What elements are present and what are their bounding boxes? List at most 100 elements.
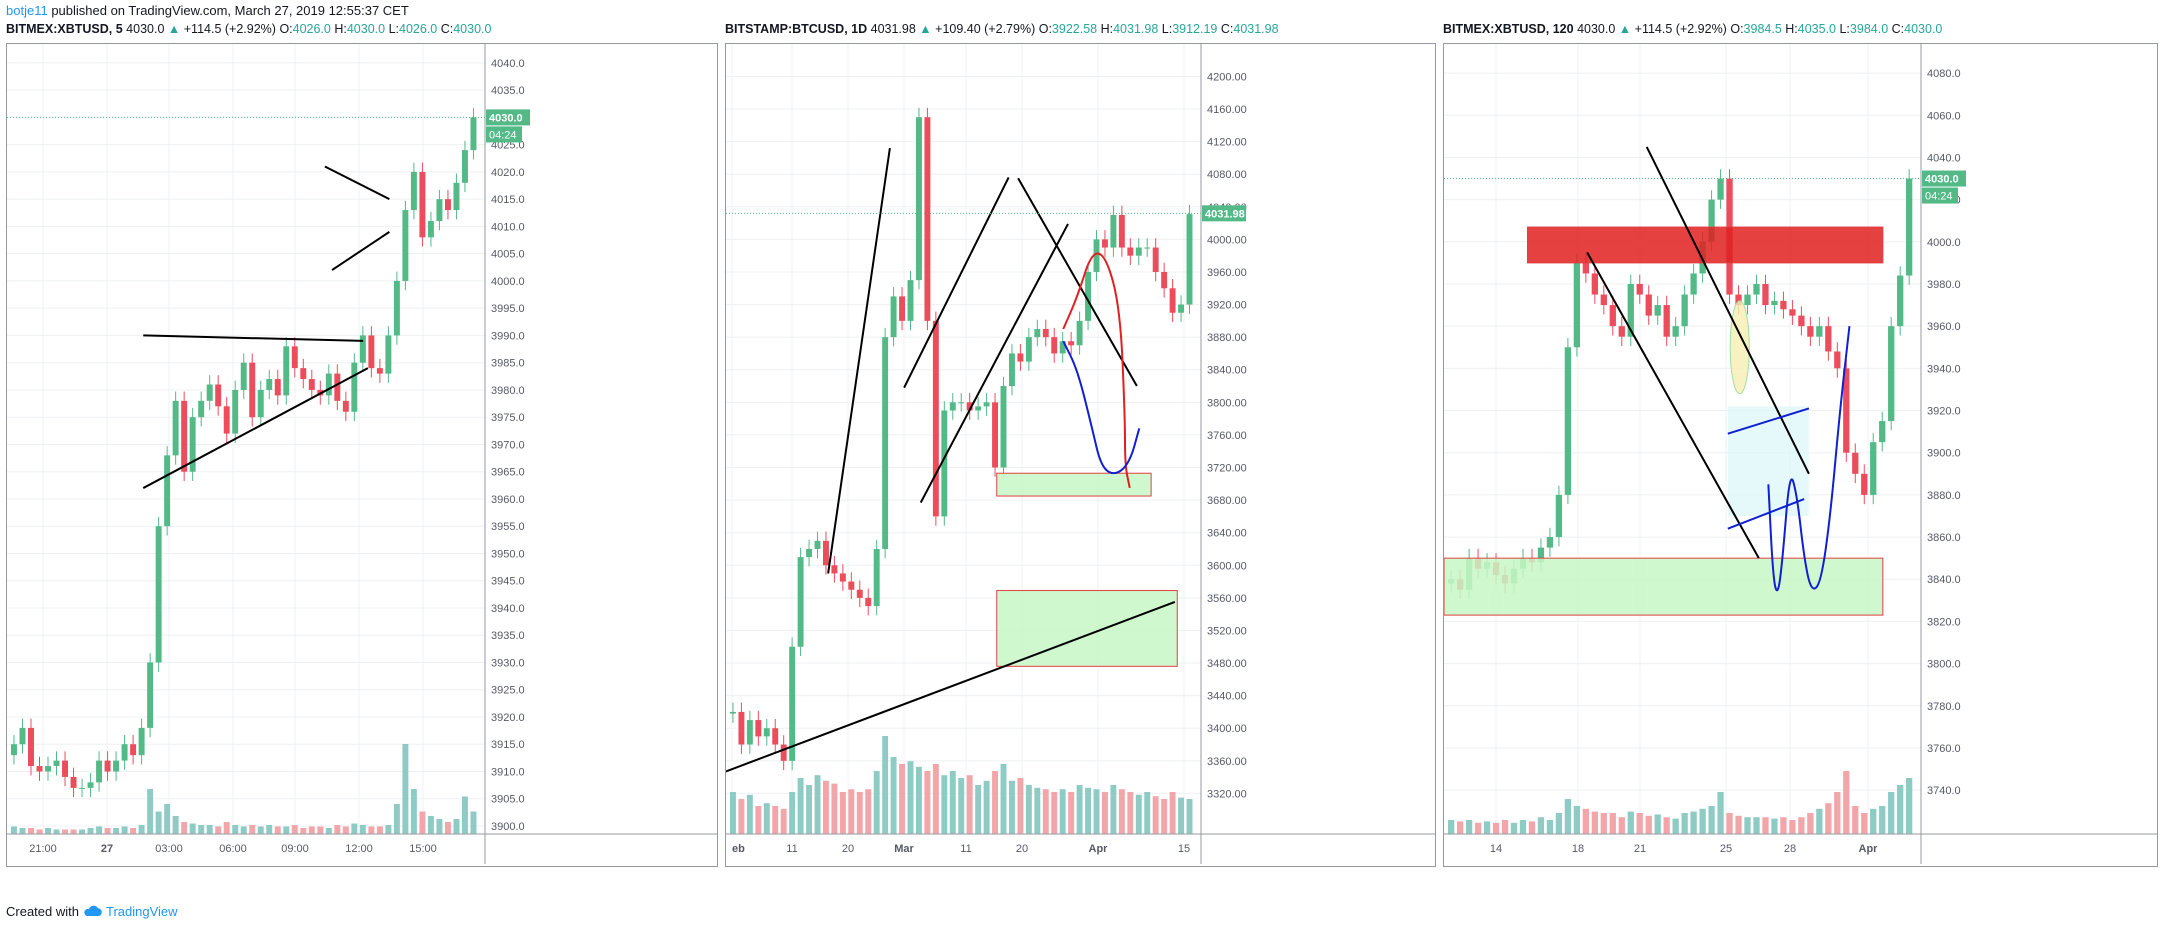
chart1-candle-body <box>96 760 103 783</box>
chart2-volume-bar <box>1009 780 1015 834</box>
chart1-price-tick: 4010.0 <box>491 221 525 233</box>
chart2-candle-body <box>1000 386 1007 468</box>
chart3-last-price-badge <box>1922 170 1966 187</box>
chart2-close: 4031.98 <box>1233 22 1279 36</box>
chart1-volume-bar <box>11 826 17 834</box>
chart3-price-tick: 3760.0 <box>1927 743 1961 755</box>
chart2-price-tick: 4160.00 <box>1207 104 1247 116</box>
chart2-price-tick: 3840.00 <box>1207 365 1247 377</box>
chart2-candle-body <box>848 581 855 590</box>
chart1-time-tick: 09:00 <box>281 843 309 855</box>
chart3-symbol: BITMEX:XBTUSD, 120 <box>1443 22 1574 36</box>
chart1-price-tick: 3950.0 <box>491 548 525 560</box>
chart2-volume-bar <box>730 792 736 834</box>
chart2-trendline-black <box>919 223 1069 504</box>
author-link[interactable]: botje11 <box>6 3 48 18</box>
chart3-candle-body <box>1663 305 1670 337</box>
chart2-volume-bar <box>806 785 813 834</box>
chart2-volume-bar <box>1135 794 1142 834</box>
chart2-volume-bar <box>1000 764 1007 834</box>
chart1-time-tick: 06:00 <box>219 843 247 855</box>
chart1-high: 4030.0 <box>346 22 386 36</box>
chart3-svg[interactable]: 4080.04060.04040.04020.04000.03980.03960… <box>1444 44 2157 866</box>
chart2-price-tick: 3480.00 <box>1207 658 1247 670</box>
chart2-zone-green <box>996 472 1152 497</box>
chart3-volume-bar <box>1888 792 1895 834</box>
chart3-candle-body <box>1672 326 1679 337</box>
chart1-volume-bar <box>198 825 205 834</box>
chart2-candle-body <box>1169 288 1176 313</box>
chart3-candle-body <box>1564 347 1572 495</box>
chart1-candle-body <box>342 400 349 412</box>
chart3-panel[interactable]: 4080.04060.04040.04020.04000.03980.03960… <box>1443 43 2158 867</box>
chart2-change: +109.40 (+2.79%) <box>935 22 1036 36</box>
chart2-candle-body <box>1152 247 1159 272</box>
chart3-candle-body <box>1546 537 1554 548</box>
chart1-candle-body <box>172 400 179 456</box>
chart1-price-tick: 3935.0 <box>491 630 525 642</box>
chart1-price-tick: 3955.0 <box>491 521 525 533</box>
chart2-volume-bar <box>772 806 779 834</box>
chart1-countdown-badge <box>486 126 522 143</box>
chart1-price-tick: 3905.0 <box>491 794 525 806</box>
chart3-price-tick: 3740.0 <box>1927 785 1961 797</box>
chart3-volume-bar <box>1798 817 1805 834</box>
chart3-volume-bar <box>1573 806 1581 834</box>
chart1-price-tick: 4025.0 <box>491 140 525 152</box>
chart2-candle-body <box>780 744 787 761</box>
chart2-volume-bar <box>890 757 897 834</box>
chart3-candle-body <box>1537 547 1545 563</box>
chart2-candle-body <box>865 597 872 607</box>
chart1-price-tick: 4000.0 <box>491 276 525 288</box>
chart3-volume-bar <box>1681 813 1688 834</box>
chart2-price: 4031.98 <box>870 22 916 36</box>
chart1-time-tick: 27 <box>101 843 113 855</box>
chart2-time-tick: Mar <box>894 843 914 855</box>
chart3-candle-body <box>1744 294 1751 306</box>
tradingview-link[interactable]: TradingView <box>106 904 178 919</box>
chart3-volume-bar <box>1735 815 1742 834</box>
chart2-volume-bar <box>1051 792 1058 834</box>
chart2-trendline-black <box>827 147 891 574</box>
chart3-price-tick: 3960.0 <box>1927 321 1961 333</box>
chart1-candle-body <box>19 727 26 745</box>
chart2-candle-body <box>789 646 796 761</box>
chart1-last-price-badge <box>486 109 530 126</box>
chart1-close: 4030.0 <box>453 22 492 36</box>
chart1-price-tick: 3940.0 <box>491 603 525 615</box>
chart1-volume-bar <box>427 816 434 834</box>
chart1-candle-body <box>104 760 111 772</box>
chart3-price-tick: 3840.0 <box>1927 574 1961 586</box>
chart3-candle-body <box>1555 494 1563 538</box>
chart1-candle-body <box>79 787 86 789</box>
chart1-volume-bar <box>461 796 468 834</box>
chart2-change-arrow: ▲ <box>919 22 932 36</box>
chart1-volume-bar <box>104 828 111 834</box>
chart2-candle-body <box>1186 214 1193 305</box>
chart3-candle-body <box>1654 305 1661 316</box>
chart1-price-tick: 3975.0 <box>491 412 525 424</box>
chart1-svg[interactable]: 4040.0 4035.0 4030.0 4025.0 4020.0 4015.0 4010… <box>7 44 717 866</box>
chart2-price-tick: 3600.00 <box>1207 560 1247 572</box>
chart1-c-label: C: <box>440 22 454 36</box>
chart1-price-tick: 3980.0 <box>491 385 525 397</box>
chart1-price-tick: 3965.0 <box>491 467 525 479</box>
chart3-candle-body <box>1789 309 1796 316</box>
chart2-candle-body <box>992 402 999 468</box>
chart2-svg[interactable]: 4200.004160.004120.004080.004040.004000.… <box>726 44 1435 866</box>
chart1-time-tick: 03:00 <box>155 843 183 855</box>
chart2-volume-bar <box>763 803 770 834</box>
chart2-panel[interactable]: 4200.004160.004120.004080.004040.004000.… <box>725 43 1436 867</box>
chart2-candle-body <box>983 402 990 407</box>
chart1-candle-body <box>461 150 468 183</box>
chart1-candle-body <box>121 744 128 761</box>
chart3-volume-bar <box>1834 792 1841 834</box>
chart3-candle-body <box>1645 294 1652 316</box>
chart3-candle-body <box>1600 294 1607 306</box>
chart3-price-tick: 3860.0 <box>1927 532 1961 544</box>
chart1-panel[interactable]: 4040.0 4035.0 4030.0 4025.0 4020.0 4015.0 4010… <box>6 43 718 867</box>
chart3-volume-bar <box>1555 813 1563 834</box>
chart2-volume-bar <box>1144 792 1151 834</box>
chart3-high: 4035.0 <box>1797 22 1836 36</box>
chart2-volume-bar <box>1025 785 1032 834</box>
